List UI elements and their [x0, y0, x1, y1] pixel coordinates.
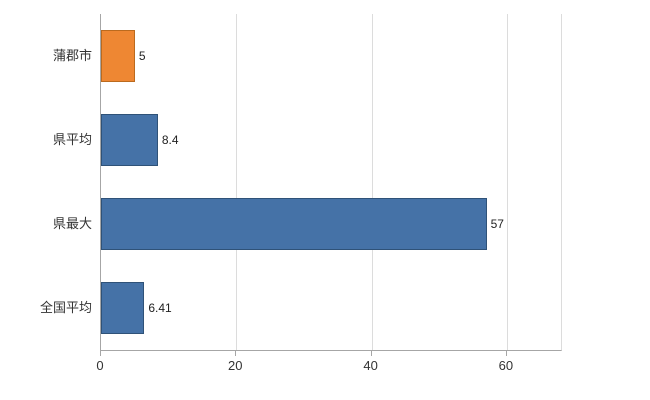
value-label: 6.41: [148, 301, 172, 315]
value-label: 8.4: [161, 133, 179, 147]
bar-全国平均: [101, 282, 145, 334]
gridline: [371, 14, 373, 350]
plot-area: 5 8.4 57 6.41: [100, 14, 562, 351]
category-label: 県平均: [52, 132, 92, 147]
x-tick-label: 60: [498, 358, 514, 373]
value-label: 57: [490, 217, 504, 231]
category-label: 蒲郡市: [52, 48, 92, 63]
x-tick-mark: [100, 351, 101, 356]
category-label: 全国平均: [39, 300, 92, 315]
x-tick-mark: [370, 351, 372, 356]
gridline: [506, 14, 508, 350]
x-tick-label: 0: [96, 358, 104, 373]
x-tick-label: 20: [228, 358, 243, 373]
x-tick-mark: [505, 351, 507, 356]
bar-県最大: [101, 198, 487, 250]
bar-県平均: [101, 114, 158, 166]
gridline: [236, 14, 238, 350]
value-label: 5: [138, 49, 146, 63]
x-tick-mark: [235, 351, 237, 356]
bar-蒲郡市: [101, 30, 135, 82]
category-label: 県最大: [52, 216, 92, 231]
x-tick-label: 40: [363, 358, 378, 373]
